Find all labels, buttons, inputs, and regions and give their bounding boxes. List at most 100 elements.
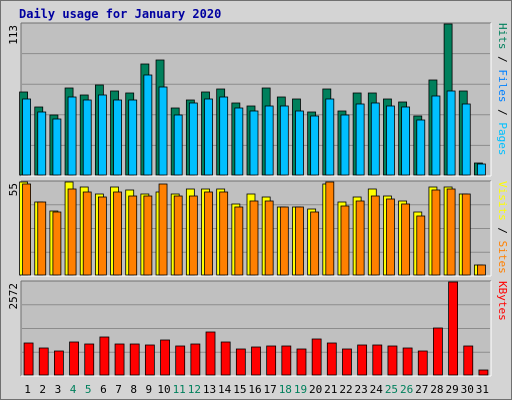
- sites-visits-bar-sites-9: [143, 195, 153, 276]
- sites-visits-bar-sites-16: [249, 200, 259, 276]
- hits-files-bar-pages-16: [249, 110, 259, 176]
- hits-files-bar-pages-4: [67, 96, 77, 176]
- hits-files-bar-pages-5: [82, 99, 92, 176]
- kbytes-bar-kbytes-2: [38, 347, 49, 376]
- kbytes-bar-kbytes-8: [129, 343, 140, 376]
- x-tick-label-20: 20: [309, 383, 322, 396]
- hits-files-bar-pages-28: [431, 95, 441, 176]
- kbytes-bar-kbytes-6: [99, 336, 110, 376]
- kbytes-bar-kbytes-12: [190, 343, 201, 376]
- kbytes-bar-kbytes-21: [326, 342, 337, 376]
- hits-files-bar-pages-14: [219, 96, 229, 176]
- x-tick-label-10: 10: [157, 383, 170, 396]
- x-tick-label-28: 28: [430, 383, 443, 396]
- hits-files-bar-pages-30: [461, 103, 471, 176]
- kbytes-bar-kbytes-14: [220, 341, 231, 376]
- kbytes-bar-kbytes-7: [114, 343, 125, 376]
- kbytes-legend-0: KBytes: [496, 281, 509, 321]
- x-tick-label-12: 12: [188, 383, 201, 396]
- sites-visits-bar-sites-10: [158, 183, 168, 276]
- sites-visits-bar-sites-18: [279, 206, 289, 276]
- hits-files-bar-pages-21: [325, 98, 335, 176]
- hits-files-bar-pages-25: [386, 105, 395, 176]
- x-tick-label-2: 2: [39, 383, 46, 396]
- x-tick-label-25: 25: [385, 383, 398, 396]
- kbytes-bar-kbytes-27: [417, 350, 428, 376]
- x-tick-label-17: 17: [264, 383, 277, 396]
- hits-files-legend-4: Pages: [496, 122, 509, 155]
- sites-visits-bar-sites-26: [401, 203, 411, 276]
- hits-files-bar-pages-3: [52, 118, 62, 176]
- hits-files-bar-pages-27: [416, 119, 426, 176]
- hits-files-legend-2: Files: [496, 69, 509, 102]
- kbytes-bar-kbytes-19: [296, 348, 307, 376]
- kbytes-bar-kbytes-28: [433, 327, 443, 376]
- x-tick-label-11: 11: [173, 383, 186, 396]
- kbytes-bar-kbytes-31: [478, 369, 489, 376]
- sites-visits-bar-sites-27: [416, 215, 426, 276]
- sites-visits-bar-sites-14: [219, 191, 229, 276]
- sites-visits-bar-sites-24: [370, 195, 380, 276]
- sites-visits-bar-sites-29: [446, 188, 456, 276]
- x-tick-label-31: 31: [476, 383, 489, 396]
- hits-files-legend-0: Hits: [496, 23, 509, 50]
- hits-files-bar-pages-17: [264, 105, 274, 176]
- x-tick-label-6: 6: [100, 383, 107, 396]
- sites-visits-bar-sites-31: [477, 264, 486, 276]
- x-tick-label-26: 26: [400, 383, 413, 396]
- x-tick-label-22: 22: [339, 383, 352, 396]
- sites-visits-legend-2: Sites: [496, 241, 509, 274]
- x-tick-label-21: 21: [324, 383, 337, 396]
- x-tick-label-13: 13: [203, 383, 216, 396]
- sites-visits-bar-sites-11: [173, 195, 183, 276]
- sites-visits-bar-sites-1: [22, 183, 31, 276]
- hits-files-legend-3: /: [496, 103, 509, 123]
- kbytes-bar-kbytes-13: [205, 331, 216, 376]
- sites-visits-bar-sites-13: [204, 191, 213, 276]
- kbytes-bar-kbytes-3: [54, 350, 64, 376]
- hits-files-bar-pages-12: [188, 102, 198, 176]
- hits-files-bar-pages-8: [128, 99, 138, 176]
- sites-visits-bar-sites-19: [295, 206, 304, 276]
- sites-visits-bar-sites-30: [461, 193, 471, 276]
- kbytes-legend: KBytes: [496, 281, 509, 321]
- x-tick-label-4: 4: [70, 383, 77, 396]
- kbytes-bar-kbytes-5: [84, 343, 95, 376]
- kbytes-bar-kbytes-1: [23, 342, 34, 376]
- sites-visits-legend: Visits / Sites: [496, 181, 509, 274]
- page-title: Daily usage for January 2020: [19, 7, 222, 21]
- hits-files-bar-pages-7: [113, 99, 122, 176]
- hits-files-legend-1: /: [496, 50, 509, 70]
- x-tick-label-3: 3: [55, 383, 62, 396]
- kbytes-bar-kbytes-16: [251, 346, 261, 376]
- x-tick-label-14: 14: [218, 383, 232, 396]
- hits-files-panel: 113 Hits / Files / Pages: [7, 22, 509, 177]
- sites-visits-bar-sites-23: [355, 200, 365, 276]
- hits-files-bar-pages-18: [279, 105, 289, 176]
- kbytes-panel: 2572 KBytes: [7, 280, 509, 377]
- hits-files-bar-pages-11: [173, 114, 183, 176]
- x-tick-label-8: 8: [130, 383, 137, 396]
- sites-visits-bar-sites-6: [97, 196, 107, 276]
- sites-visits-panel: 55 Visits / Sites: [7, 180, 509, 277]
- sites-visits-bar-sites-17: [264, 200, 274, 276]
- x-tick-label-16: 16: [248, 383, 261, 396]
- sites-visits-bar-sites-4: [67, 188, 77, 276]
- x-tick-label-24: 24: [370, 383, 384, 396]
- x-tick-label-19: 19: [294, 383, 307, 396]
- hits-files-bar-pages-19: [295, 110, 304, 176]
- kbytes-bar-kbytes-17: [266, 345, 277, 376]
- kbytes-ymax-label: 2572: [7, 283, 20, 310]
- kbytes-bar-kbytes-18: [281, 345, 292, 376]
- x-tick-label-5: 5: [85, 383, 92, 396]
- x-tick-label-29: 29: [445, 383, 458, 396]
- sites-visits-bar-sites-22: [340, 205, 350, 276]
- kbytes-bar-kbytes-15: [235, 348, 246, 376]
- hits-files-bar-pages-23: [355, 103, 365, 176]
- hits-files-bar-pages-29: [446, 90, 456, 176]
- kbytes-bar-kbytes-24: [372, 344, 383, 376]
- sites-visits-bar-sites-15: [234, 206, 244, 276]
- x-tick-label-23: 23: [355, 383, 368, 396]
- x-axis: 1 2 3 4 5 6 7 8 9 10 11 12 13 14 15 16 17 18 19 20 21 22 23 24 2…: [24, 383, 489, 396]
- sites-visits-bar-sites-2: [37, 201, 47, 276]
